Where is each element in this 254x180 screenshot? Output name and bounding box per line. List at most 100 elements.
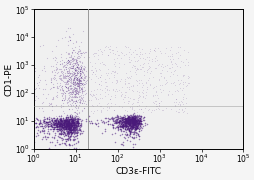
Point [74,135,78,138]
Point [151,100,155,103]
Point [69,113,73,116]
Point [66,121,70,124]
Point [69,125,73,128]
Point [124,134,128,137]
Point [46,125,50,127]
Point [115,119,119,122]
Point [77,127,82,130]
Point [73,68,77,71]
Point [115,126,119,129]
Point [114,125,118,128]
Point [65,125,69,128]
Point [68,135,72,138]
Point [69,58,73,61]
Point [130,122,134,125]
Point [72,121,76,124]
Point [66,70,70,73]
Point [121,115,125,118]
Point [66,91,70,94]
Point [73,61,77,64]
Point [45,123,49,126]
Point [81,90,85,93]
Point [128,117,132,120]
Point [58,124,62,127]
Point [58,63,62,66]
Point [76,62,80,65]
Point [74,105,78,108]
Point [132,120,136,123]
Point [76,82,80,85]
Point [123,90,127,93]
Point [133,127,137,130]
Point [76,122,80,125]
Point [130,122,134,125]
Point [120,122,124,125]
Point [177,81,181,84]
Point [79,52,83,55]
Point [54,68,58,70]
Point [73,69,77,72]
Point [54,125,58,127]
Point [136,122,140,125]
Point [186,76,190,78]
Point [63,96,67,99]
Point [121,123,125,126]
Point [59,124,63,127]
Point [69,120,73,123]
Point [65,122,69,125]
Point [138,68,142,71]
Point [44,121,48,123]
Point [70,125,74,128]
Point [76,48,80,51]
Point [53,115,57,118]
Point [76,98,80,101]
Point [174,98,178,101]
Point [65,64,69,66]
Point [126,117,130,120]
Point [68,116,72,119]
Point [77,126,81,129]
Point [120,118,124,121]
Point [69,130,73,132]
Point [69,121,73,124]
Point [74,129,78,132]
Point [129,126,133,129]
Point [112,57,116,60]
Point [45,120,49,123]
Point [77,73,81,76]
Point [75,112,79,115]
Point [74,123,78,126]
Point [35,82,39,85]
Point [130,125,134,128]
Point [123,120,128,123]
Point [72,127,76,129]
Point [171,69,175,72]
Point [147,65,151,68]
Point [136,117,140,120]
Point [76,121,80,124]
Point [66,104,70,107]
Point [158,90,162,93]
Point [120,126,124,129]
Point [65,138,69,141]
Point [134,125,138,128]
Point [132,114,136,117]
Point [75,129,79,132]
Point [68,54,72,57]
Point [69,121,73,124]
Point [124,123,129,126]
Point [62,83,67,86]
Point [58,136,62,139]
Point [74,92,78,95]
Point [173,51,177,54]
Point [177,108,181,111]
Point [33,125,37,128]
Point [67,76,71,79]
Point [136,116,140,119]
Point [134,118,138,121]
Point [158,65,162,68]
Point [52,136,56,139]
Point [127,126,131,129]
Point [59,129,63,132]
Point [163,47,167,50]
